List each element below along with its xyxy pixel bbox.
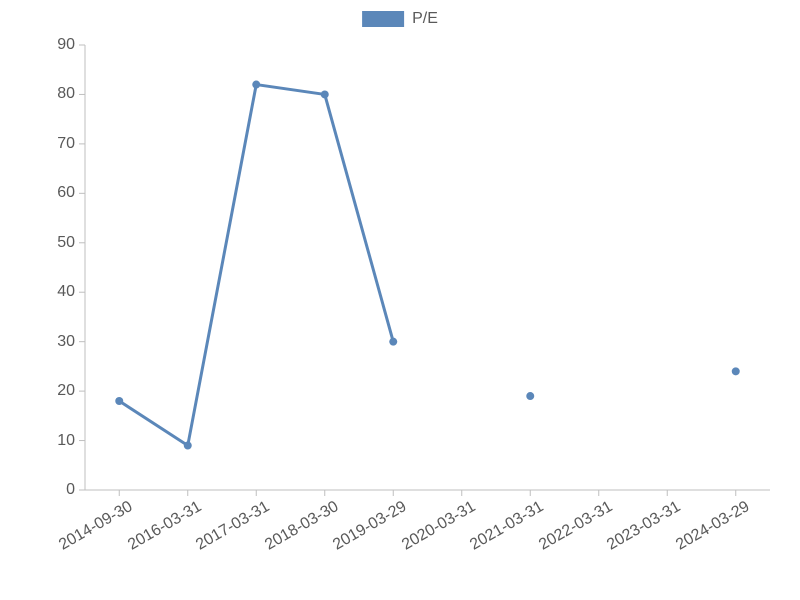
series-marker xyxy=(732,367,740,375)
y-tick-label: 40 xyxy=(15,283,75,301)
y-tick-label: 10 xyxy=(15,432,75,450)
series-marker xyxy=(252,81,260,89)
y-tick-label: 30 xyxy=(15,333,75,351)
series-marker xyxy=(321,90,329,98)
series-marker xyxy=(526,392,534,400)
y-tick-label: 80 xyxy=(15,85,75,103)
y-tick-label: 90 xyxy=(15,36,75,54)
y-tick-label: 0 xyxy=(15,481,75,499)
series-marker xyxy=(389,338,397,346)
pe-line-chart: P/E 01020304050607080902014-09-302016-03… xyxy=(0,0,800,600)
y-tick-label: 20 xyxy=(15,382,75,400)
series-marker xyxy=(184,442,192,450)
series-line xyxy=(119,85,393,446)
y-tick-label: 70 xyxy=(15,135,75,153)
y-tick-label: 60 xyxy=(15,184,75,202)
y-tick-label: 50 xyxy=(15,234,75,252)
series-marker xyxy=(115,397,123,405)
